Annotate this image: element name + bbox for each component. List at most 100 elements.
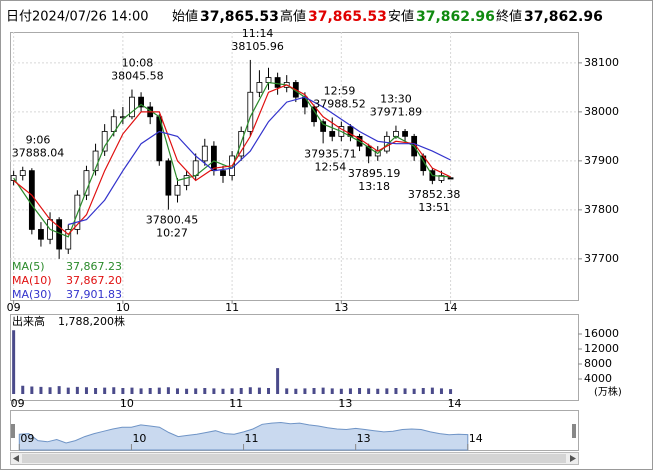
legend-name: MA(30) xyxy=(12,288,52,301)
volume-bar xyxy=(430,387,434,394)
volume-bar xyxy=(276,368,280,394)
candle-body xyxy=(174,184,181,196)
y-tick-label: 37900 xyxy=(584,154,619,167)
candle-body xyxy=(365,145,372,157)
volume-bar xyxy=(348,388,352,394)
high-label: 高値 xyxy=(280,9,306,25)
volume-bar xyxy=(358,388,362,394)
candle-body xyxy=(38,229,44,240)
volume-bar xyxy=(157,387,161,394)
x-tick-label: 09 xyxy=(7,301,21,314)
x-tick-label: 14 xyxy=(444,301,458,314)
nav-handle-right[interactable] xyxy=(572,424,576,438)
close-value: 37,862.96 xyxy=(524,9,603,25)
candle-body xyxy=(192,160,199,176)
volume-bar xyxy=(294,388,298,394)
annotation-value: 38045.58 xyxy=(111,70,164,83)
volume-title: 出来高 xyxy=(12,314,45,328)
annotation-value: 37935.71 xyxy=(304,147,357,160)
candle-body xyxy=(393,131,399,137)
legend-name: MA(5) xyxy=(12,260,45,273)
candle-body xyxy=(383,135,390,152)
volume-bar xyxy=(148,388,152,394)
annotation-value: 37888.04 xyxy=(12,147,65,160)
candle-body xyxy=(329,131,336,137)
annotation-time: 10:27 xyxy=(156,227,188,240)
volume-bar xyxy=(21,385,25,394)
volume-bar xyxy=(267,388,271,394)
candle-body xyxy=(438,175,445,181)
volume-total: 1,788,200株 xyxy=(58,314,125,328)
y-tick-label: 38100 xyxy=(584,56,619,69)
candle-body xyxy=(165,160,172,196)
annotation-value: 37988.52 xyxy=(313,97,366,110)
x-tick-label: 09 xyxy=(11,397,25,410)
volume-bar xyxy=(257,387,261,394)
volume-bar xyxy=(112,387,116,394)
open-value: 37,865.53 xyxy=(200,9,279,25)
volume-bar xyxy=(121,388,125,394)
volume-panel xyxy=(10,314,579,401)
volume-bar xyxy=(439,388,443,394)
nav-tick-label: 14 xyxy=(469,432,483,445)
candle-body xyxy=(110,116,117,132)
volume-bar xyxy=(194,388,198,394)
candle-body xyxy=(247,91,254,132)
volume-bar xyxy=(48,387,52,394)
candle-body xyxy=(201,145,208,162)
candle-body xyxy=(19,170,26,176)
scroll-right[interactable] xyxy=(570,455,576,462)
annotation-value: 37971.89 xyxy=(370,106,423,119)
volume-bar xyxy=(367,388,371,394)
volume-bar xyxy=(412,388,416,394)
nav-handle-left[interactable] xyxy=(11,424,15,438)
legend-value: 37,867.20 xyxy=(66,274,122,287)
volume-bar xyxy=(403,388,407,394)
volume-bar xyxy=(385,388,389,394)
header: 日付 2024/07/26 14:00 始値 37,865.53 高値 37,8… xyxy=(6,9,603,26)
annotation-time: 10:08 xyxy=(122,57,154,70)
x-tick-label: 14 xyxy=(448,397,462,410)
scrollbar[interactable] xyxy=(10,452,579,465)
candle-body xyxy=(210,145,217,172)
candle-body xyxy=(65,229,72,250)
volume-bar xyxy=(57,386,61,394)
x-tick-label: 10 xyxy=(120,397,134,410)
candle-body xyxy=(402,131,408,137)
volume-bar xyxy=(285,388,289,394)
volume-bar xyxy=(394,388,398,394)
annotation-time: 13:51 xyxy=(418,201,450,214)
x-tick-label: 13 xyxy=(338,397,352,410)
close-label: 終値 xyxy=(496,9,522,25)
volume-bar xyxy=(39,386,43,394)
annotation-value: 37800.45 xyxy=(146,214,199,227)
nav-tick-label: 11 xyxy=(245,432,259,445)
open-label: 始値 xyxy=(172,9,198,25)
candle-body xyxy=(320,121,327,132)
volume-bar xyxy=(130,387,134,394)
high-value: 37,865.53 xyxy=(308,9,387,25)
legend-name: MA(10) xyxy=(12,274,52,287)
scroll-left[interactable] xyxy=(13,455,19,462)
y-tick-label: 16000 xyxy=(584,327,619,340)
volume-bar xyxy=(66,387,70,394)
annotation-value: 38105.96 xyxy=(231,40,284,53)
y-tick-label: 37700 xyxy=(584,252,619,265)
navigator-area xyxy=(18,421,469,451)
annotation-time: 13:18 xyxy=(358,180,390,193)
candle-body xyxy=(138,96,144,108)
date-label: 日付 xyxy=(6,10,32,25)
scroll-thumb[interactable] xyxy=(22,454,566,463)
volume-bar xyxy=(376,388,380,394)
candle-body xyxy=(129,96,135,118)
date: 2024/07/26 14:00 xyxy=(32,10,149,25)
price-panel xyxy=(10,32,579,301)
volume-bar xyxy=(103,387,107,394)
volume-bar xyxy=(221,388,225,394)
annotation-value: 37852.38 xyxy=(408,188,461,201)
volume-bar xyxy=(166,387,170,394)
y-tick-label: 12000 xyxy=(584,342,619,355)
low-label: 安値 xyxy=(388,9,414,25)
